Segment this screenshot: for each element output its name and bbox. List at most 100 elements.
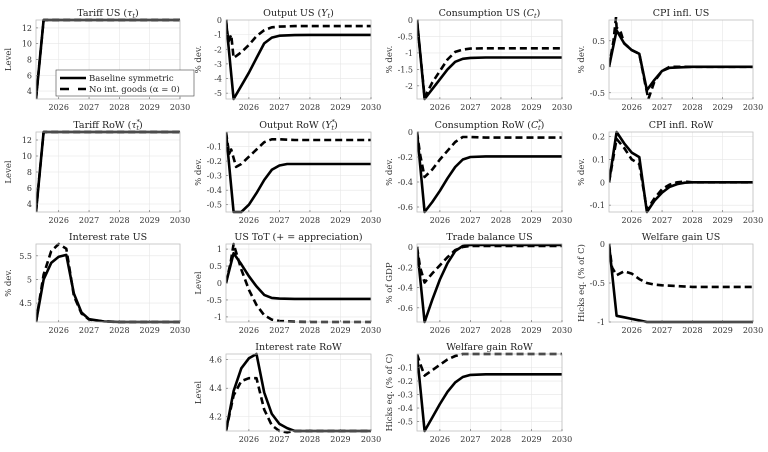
x-tick-label: 2027 (269, 435, 289, 444)
panel-title: Output RoW (Y* t) (259, 118, 338, 132)
y-tick-label: -2 (405, 82, 413, 91)
y-axis-label: % dev. (4, 269, 14, 297)
axes-box (416, 19, 563, 100)
panel-9: 2026 2027 2028 2029 2030 4.5 5 5.5 % dev. Interes… (4, 232, 190, 335)
y-tick-label: -0.4 (207, 186, 222, 195)
x-tick-label: 2028 (682, 326, 702, 335)
x-tick-label: 2029 (713, 216, 733, 225)
y-tick-label: 4.2 (209, 413, 222, 422)
panel-title: CPI infl. RoW (649, 120, 714, 131)
x-tick-label: 2030 (361, 435, 381, 444)
x-tick-label: 2029 (140, 103, 160, 112)
x-tick-label: 2027 (79, 216, 99, 225)
y-axis-label: % dev. (577, 46, 587, 74)
y-axis-label: % of GDP (385, 262, 395, 303)
y-tick-label: -2 (214, 45, 222, 54)
y-tick-label: 0 (217, 279, 222, 288)
axes-box (416, 243, 563, 323)
x-tick-label: 2028 (682, 103, 702, 112)
y-axis-label: % dev. (577, 158, 587, 186)
plot-area (417, 20, 562, 99)
y-tick-label: 0.2 (592, 133, 605, 142)
panel-title: Trade balance US (446, 232, 532, 243)
y-axis-label: % dev. (385, 46, 395, 74)
x-tick-label: 2026 (49, 216, 69, 225)
series-line-no-int-goods (609, 243, 753, 289)
x-tick-label: 2028 (491, 216, 511, 225)
y-tick-label: -1 (214, 313, 222, 322)
axes-box (416, 353, 563, 432)
series-line-no-int-goods (226, 131, 371, 169)
x-tick-label: 2030 (552, 435, 572, 444)
x-tick-label: 2030 (361, 326, 381, 335)
x-tick-label: 2027 (79, 326, 99, 335)
y-tick-label: -0.1 (398, 364, 413, 373)
y-tick-label: 4 (27, 87, 32, 96)
x-tick-label: 2028 (109, 103, 129, 112)
x-tick-label: 2026 (49, 103, 69, 112)
series-line-no-int-goods (226, 19, 371, 60)
y-tick-label: 0 (600, 63, 605, 72)
series-line-baseline (417, 353, 562, 433)
x-tick-label: 2027 (652, 216, 672, 225)
x-tick-label: 2028 (109, 326, 129, 335)
y-tick-label: 0 (408, 16, 413, 25)
axes-box (225, 353, 372, 432)
x-tick-label: 2030 (552, 103, 572, 112)
panel-title: CPI infl. US (653, 8, 709, 19)
series-line-no-int-goods (417, 131, 562, 179)
panel-8: 2026 2027 2028 2029 2030 -0.1 0 0.1 0.2 % dev. CPI… (577, 120, 763, 225)
y-tick-label: 12 (22, 24, 32, 33)
y-tick-label: -0.5 (207, 296, 222, 305)
panel-title: Interest rate RoW (255, 342, 342, 353)
y-tick-label: -0.1 (590, 201, 605, 210)
plot-area (609, 132, 753, 212)
y-tick-label: 0.5 (209, 262, 222, 271)
panel-11: 2026 2027 2028 2029 2030 -0.6 -0.4 -0.2 0 % of GD… (385, 232, 572, 335)
x-tick-label: 2028 (491, 435, 511, 444)
x-tick-label: 2029 (521, 326, 541, 335)
y-tick-label: -0.4 (398, 404, 413, 413)
y-tick-label: 0 (408, 243, 413, 252)
y-axis-label: Level (194, 381, 204, 405)
axes-box (416, 131, 563, 213)
y-axis-label: Hicks eq. (% of C) (384, 354, 395, 432)
y-axis-label: % dev. (194, 46, 204, 74)
x-tick-label: 2026 (49, 326, 69, 335)
plot-area (609, 20, 753, 99)
panel-10: 2026 2027 2028 2029 2030 -1 -0.5 0 0.5 1 Level US T… (194, 232, 381, 335)
panel-title: Interest rate US (69, 232, 147, 243)
series-line-baseline (226, 19, 371, 101)
y-tick-label: 4.4 (209, 384, 222, 393)
x-tick-label: 2029 (330, 216, 350, 225)
panel-14: 2026 2027 2028 2029 2030 -0.5 -0.4 -0.3 -0.2 -0.1… (384, 342, 572, 444)
y-tick-label: 4.5 (19, 299, 32, 308)
y-axis-label: Hicks eq. (% of C) (576, 244, 587, 322)
y-axis-label: % dev. (385, 158, 395, 186)
axes-box (608, 19, 754, 100)
y-tick-label: 0 (600, 178, 605, 187)
panel-12: 2026 2027 2028 2029 2030 -1 -0.5 0 Hicks eq. (% … (576, 232, 763, 335)
y-tick-label: -1.5 (398, 65, 413, 74)
y-tick-label: -3 (214, 60, 222, 69)
y-tick-label: 5.5 (19, 252, 32, 261)
x-tick-label: 2028 (300, 216, 320, 225)
series-line-no-int-goods (417, 19, 562, 99)
y-axis-label: Level (4, 48, 14, 72)
y-tick-label: -0.2 (207, 157, 222, 166)
x-tick-label: 2026 (622, 103, 642, 112)
x-tick-label: 2027 (269, 326, 289, 335)
y-tick-label: 12 (22, 136, 32, 145)
y-tick-label: -0.4 (398, 284, 413, 293)
x-tick-label: 2029 (521, 103, 541, 112)
y-tick-label: -5 (214, 89, 222, 98)
plot-area (417, 354, 562, 431)
y-axis-label: Level (4, 160, 14, 184)
axes-box (225, 131, 372, 213)
panel-title: Consumption RoW (C* t) (435, 118, 545, 132)
x-tick-label: 2028 (300, 435, 320, 444)
x-tick-label: 2027 (460, 216, 480, 225)
y-tick-label: -0.6 (398, 304, 413, 313)
y-tick-label: 10 (22, 152, 32, 161)
x-tick-label: 2027 (460, 103, 480, 112)
